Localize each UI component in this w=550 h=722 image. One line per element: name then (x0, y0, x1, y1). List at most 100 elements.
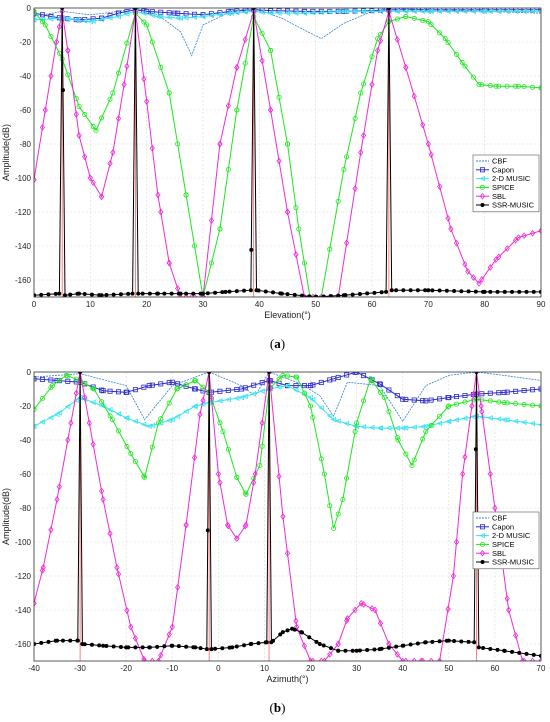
x-tick-label: -30 (74, 664, 86, 673)
data-point-ssr-music (118, 292, 123, 297)
data-point-spice (341, 166, 347, 172)
legend-marker (479, 167, 485, 173)
data-point-sbl (259, 419, 265, 427)
data-point-spice (487, 83, 493, 89)
legend-marker (479, 192, 486, 200)
y-tick-label: -120 (15, 208, 32, 217)
data-point-capon (400, 396, 406, 402)
data-point-2-d-music (402, 425, 409, 431)
data-point-2-d-music (376, 425, 383, 431)
data-point-2-d-music (284, 382, 291, 389)
data-point-sbl (155, 191, 161, 199)
data-point-ssr-music (68, 292, 73, 297)
data-point-capon (386, 387, 392, 393)
data-point-2-d-music (140, 10, 147, 17)
data-point-ssr-music (263, 289, 268, 294)
data-point-ssr-music (292, 292, 297, 297)
data-point-spice (158, 65, 164, 71)
data-point-ssr-music (350, 648, 355, 653)
data-point-2-d-music (157, 420, 164, 426)
data-point-sbl (86, 419, 92, 427)
data-point-sbl (519, 657, 526, 661)
data-point-sbl (200, 293, 206, 297)
data-point-ssr-music (60, 88, 65, 93)
data-point-ssr-music (200, 291, 205, 296)
data-point-sbl (360, 132, 367, 139)
data-point-ssr-music (60, 638, 65, 643)
data-point-sbl (73, 389, 79, 397)
data-point-2-d-music (90, 399, 96, 406)
data-point-2-d-music (242, 393, 248, 400)
data-point-ssr-music (230, 645, 235, 650)
data-point-2-d-music (436, 8, 443, 15)
data-point-spice (225, 166, 231, 172)
data-point-ssr-music (415, 641, 420, 646)
data-point-sbl (418, 657, 424, 661)
data-point-sbl (115, 570, 122, 578)
data-point-capon (331, 376, 337, 382)
data-point-sbl (40, 564, 46, 571)
data-point-capon (116, 389, 122, 395)
y-tick-label: -160 (15, 640, 32, 649)
data-point-sbl (142, 657, 148, 661)
data-point-2-d-music (504, 417, 510, 423)
data-point-capon (238, 386, 244, 392)
data-point-spice (445, 404, 451, 410)
data-point-2-d-music (169, 416, 175, 423)
data-point-ssr-music (328, 294, 333, 297)
data-point-ssr-music (299, 630, 304, 635)
data-point-ssr-music (155, 291, 160, 296)
series-line-2-d-music (34, 10, 541, 23)
data-point-spice (234, 474, 240, 480)
data-point-spice (243, 491, 249, 497)
data-point-sbl (224, 521, 231, 529)
data-point-ssr-music (328, 646, 333, 651)
data-point-spice (225, 446, 231, 452)
data-point-spice (39, 19, 45, 25)
data-point-2-d-music (267, 10, 274, 16)
data-point-sbl (175, 583, 181, 591)
y-tick-label: -160 (15, 276, 32, 285)
data-point-ssr-music (249, 247, 254, 252)
data-point-ssr-music (97, 643, 102, 648)
data-point-spice (110, 90, 116, 96)
data-point-capon (377, 381, 383, 387)
data-point-spice (428, 21, 434, 27)
data-point-spice (99, 399, 105, 405)
data-point-2-d-music (495, 8, 502, 15)
data-point-sbl (506, 606, 512, 614)
data-point-spice (293, 205, 299, 211)
data-point-spice (496, 83, 502, 89)
data-point-capon (34, 376, 37, 382)
data-point-2-d-music (461, 415, 468, 422)
data-point-ssr-music (209, 647, 214, 652)
data-point-ssr-music (234, 644, 239, 649)
data-point-2-d-music (64, 403, 71, 410)
data-point-sbl (538, 227, 541, 235)
data-point-2-d-music (284, 10, 291, 16)
data-point-sbl (82, 153, 88, 161)
data-point-spice (515, 83, 521, 89)
legend-marker (479, 524, 485, 530)
data-point-ssr-music (317, 642, 322, 647)
data-point-spice (493, 83, 499, 89)
data-point-sbl (34, 176, 37, 184)
data-point-sbl (403, 64, 409, 71)
data-point-ssr-music (126, 291, 131, 296)
data-point-ssr-music (473, 289, 478, 294)
data-point-2-d-music (309, 9, 316, 16)
x-tick-label: 80 (480, 300, 489, 309)
data-point-spice (479, 82, 485, 88)
data-point-ssr-music (124, 645, 129, 650)
data-point-spice (268, 48, 274, 54)
data-point-ssr-music (336, 648, 341, 653)
data-point-sbl (149, 144, 155, 152)
data-point-sbl (358, 599, 364, 607)
data-point-sbl (39, 124, 46, 131)
data-point-2-d-music (225, 396, 231, 403)
data-point-sbl (411, 92, 417, 100)
data-point-2-d-music (343, 8, 350, 15)
data-point-2-d-music (98, 16, 105, 23)
data-point-spice (39, 395, 45, 401)
data-point-spice (504, 83, 510, 89)
